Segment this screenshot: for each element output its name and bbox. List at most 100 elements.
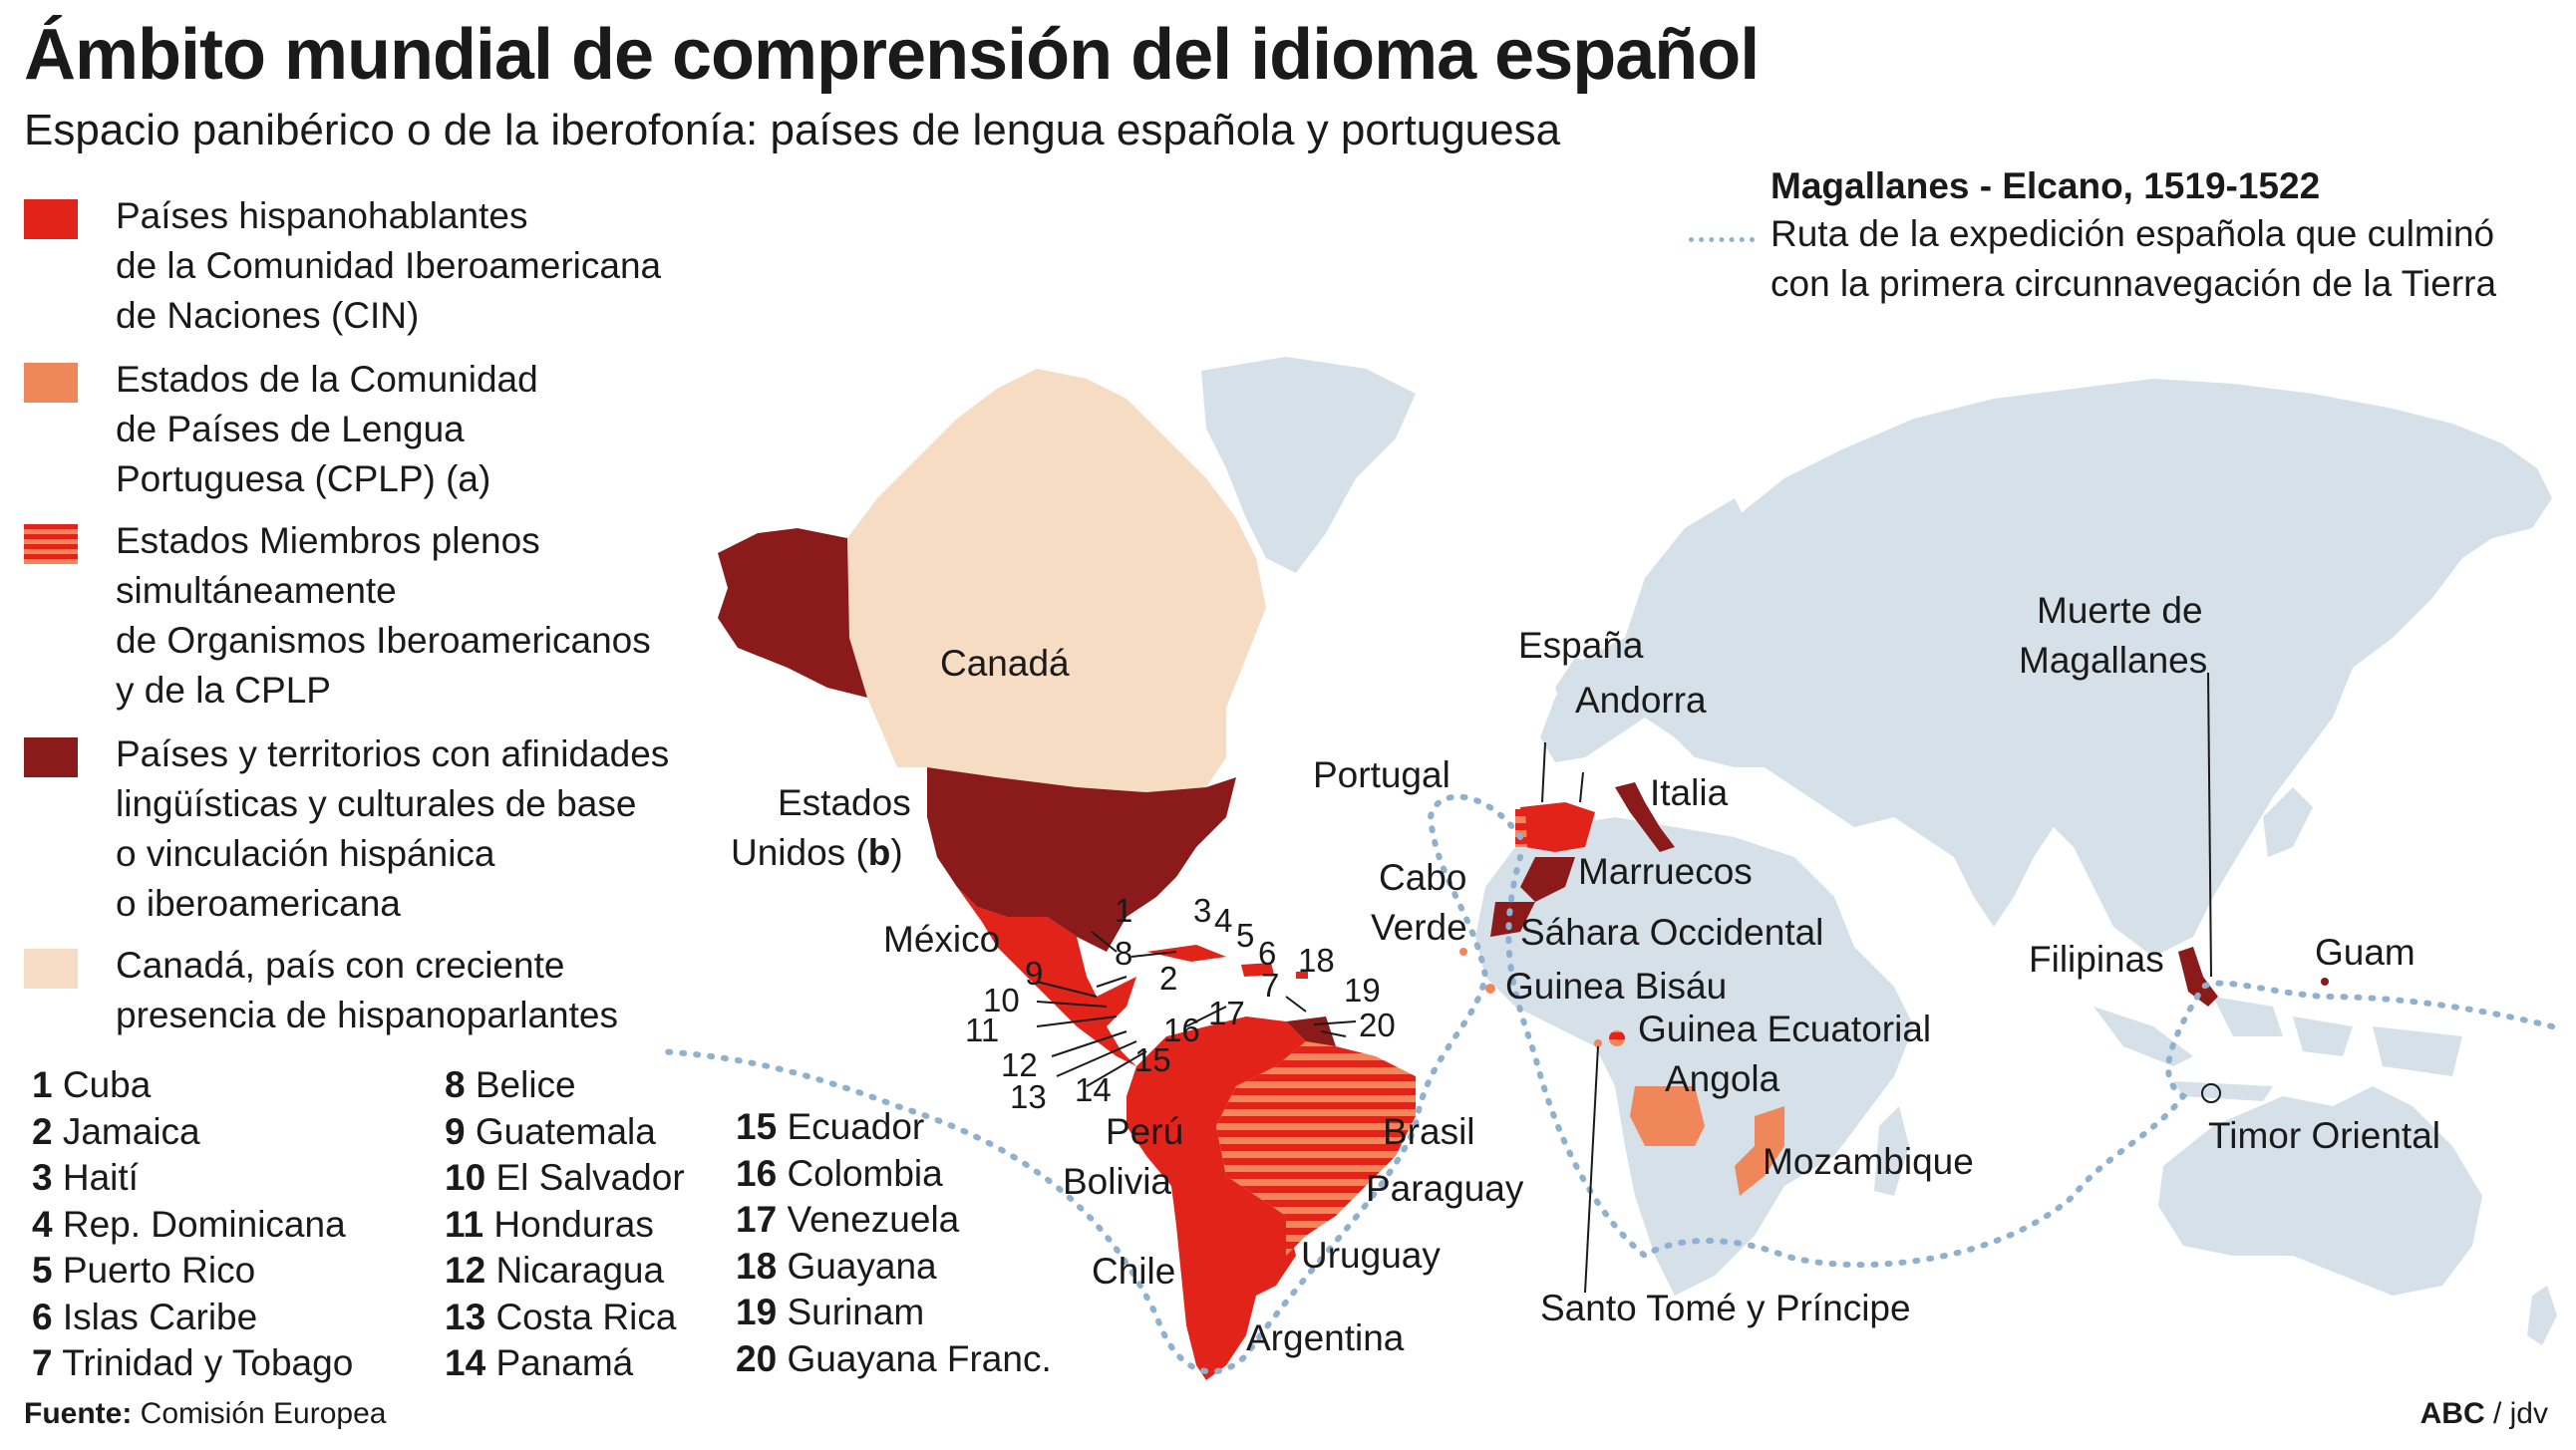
map-number-1: 1 bbox=[1115, 892, 1132, 929]
label-mozambique: Mozambique bbox=[1763, 1141, 1974, 1182]
philippines-region bbox=[2178, 947, 2218, 1007]
guinea-ecuatorial-mark bbox=[1609, 1030, 1625, 1046]
list-item: 10 El Salvador bbox=[445, 1157, 685, 1198]
country-labels: Canadá Estados Unidos (b) México Perú Bo… bbox=[731, 590, 2440, 1358]
japan-land bbox=[2263, 787, 2313, 857]
map-number-2: 2 bbox=[1159, 960, 1177, 997]
numbered-list-col-1: 1 Cuba 2 Jamaica 3 Haití 4 Rep. Dominica… bbox=[32, 1062, 353, 1387]
route-title: Magallanes - Elcano, 1519-1522 bbox=[1771, 165, 2321, 206]
label-muerte-2: Magallanes bbox=[2019, 640, 2207, 681]
label-espana: España bbox=[1518, 625, 1644, 666]
legend-item-afinidad: Países y territorios con afinidades ling… bbox=[24, 729, 702, 941]
indonesia-land bbox=[2093, 997, 2462, 1101]
label-cabo-verde-2: Verde bbox=[1371, 907, 1467, 948]
list-item: 9 Guatemala bbox=[445, 1110, 656, 1152]
iberia-region bbox=[1520, 802, 1595, 852]
label-guinea-ecuatorial: Guinea Ecuatorial bbox=[1638, 1009, 1931, 1049]
map-number-10: 10 bbox=[983, 982, 1020, 1018]
route-legend: Magallanes - Elcano, 1519-1522 Ruta de l… bbox=[1675, 163, 2496, 309]
list-item: 8 Belice bbox=[445, 1064, 576, 1105]
map-number-3: 3 bbox=[1193, 892, 1211, 929]
brazil-region bbox=[1216, 1041, 1416, 1256]
list-item: 17 Venezuela bbox=[736, 1199, 960, 1240]
label-andorra: Andorra bbox=[1575, 680, 1707, 721]
route-legend-line bbox=[1689, 237, 1755, 242]
list-item: 7 Trinidad y Tobago bbox=[32, 1342, 354, 1383]
label-canada: Canadá bbox=[940, 643, 1070, 684]
map-number-19: 19 bbox=[1344, 972, 1381, 1009]
legend-swatch-afinidad bbox=[24, 737, 78, 777]
list-item: 16 Colombia bbox=[736, 1152, 943, 1194]
label-eeuu-1: Estados bbox=[778, 782, 911, 823]
legend-item-cplp: Estados de la Comunidad de Países de Len… bbox=[24, 355, 702, 516]
map-number-5: 5 bbox=[1236, 917, 1254, 954]
list-item: 5 Puerto Rico bbox=[32, 1250, 256, 1291]
mozambique-region bbox=[1735, 1106, 1784, 1196]
numbered-list-col-2: 8 Belice 9 Guatemala 10 El Salvador 11 H… bbox=[445, 1062, 685, 1387]
map-number-13: 13 bbox=[1010, 1078, 1047, 1115]
usa-region bbox=[927, 767, 1236, 952]
cabo-verde-mark bbox=[1459, 948, 1467, 956]
numbered-list-col-3: 15 Ecuador 16 Colombia 17 Venezuela 18 G… bbox=[736, 1104, 1052, 1382]
map-number-6: 6 bbox=[1258, 935, 1276, 972]
map-number-9: 9 bbox=[1025, 955, 1043, 992]
map-number-14: 14 bbox=[1075, 1071, 1112, 1108]
map-number-16: 16 bbox=[1163, 1012, 1200, 1048]
map-number-4: 4 bbox=[1214, 902, 1232, 939]
timor-mark bbox=[2201, 1083, 2221, 1103]
credit: ABC / jdv bbox=[2419, 1397, 2548, 1430]
label-marruecos: Marruecos bbox=[1578, 851, 1753, 892]
legend-label-cplp: Estados de la Comunidad de Países de Len… bbox=[116, 359, 538, 499]
legend-item-both: Estados Miembros plenos simultáneamente … bbox=[24, 516, 702, 729]
australia-land bbox=[2158, 1086, 2482, 1296]
sahara-region bbox=[1490, 902, 1535, 937]
label-paraguay: Paraguay bbox=[1366, 1168, 1524, 1209]
guinea-bisau-mark bbox=[1485, 984, 1495, 994]
list-item: 1 Cuba bbox=[32, 1064, 152, 1105]
legend-label-canada: Canadá, país con creciente presencia de … bbox=[116, 945, 618, 1035]
legend-swatch-both bbox=[24, 524, 78, 564]
list-item: 2 Jamaica bbox=[32, 1110, 200, 1152]
eurasia-land bbox=[1540, 379, 2552, 957]
legend-label-cin: Países hispanohablantes de la Comunidad … bbox=[116, 195, 662, 336]
label-cabo-verde-1: Cabo bbox=[1379, 857, 1466, 898]
label-argentina: Argentina bbox=[1246, 1317, 1405, 1358]
italy-region bbox=[1615, 782, 1675, 852]
canada-region bbox=[847, 369, 1266, 792]
scandinavia-land bbox=[1625, 498, 1755, 648]
legend-item-canada: Canadá, país con creciente presencia de … bbox=[24, 941, 702, 1050]
label-mexico: México bbox=[883, 919, 1000, 960]
alaska-region bbox=[718, 528, 867, 698]
magellan-route bbox=[655, 793, 2555, 1375]
label-filipinas: Filipinas bbox=[2029, 939, 2164, 980]
list-item: 4 Rep. Dominicana bbox=[32, 1203, 346, 1245]
list-item: 6 Islas Caribe bbox=[32, 1296, 258, 1337]
route-description: Ruta de la expedición española que culmi… bbox=[1771, 213, 2497, 304]
label-santo-tome: Santo Tomé y Príncipe bbox=[1540, 1288, 1911, 1328]
map-number-18: 18 bbox=[1298, 942, 1335, 979]
label-timor: Timor Oriental bbox=[2208, 1115, 2440, 1156]
leader-lines bbox=[1036, 672, 2212, 1294]
list-item: 19 Surinam bbox=[736, 1292, 925, 1332]
label-peru: Perú bbox=[1106, 1111, 1183, 1152]
caribbean-islands bbox=[1146, 945, 1308, 979]
santo-tome-mark bbox=[1594, 1039, 1602, 1047]
map-number-8: 8 bbox=[1115, 935, 1132, 972]
label-guinea-bisau: Guinea Bisáu bbox=[1505, 966, 1727, 1007]
map-number-7: 7 bbox=[1261, 967, 1279, 1004]
angola-region bbox=[1630, 1086, 1705, 1146]
guam-mark bbox=[2321, 978, 2329, 986]
legend-swatch-canada bbox=[24, 949, 78, 989]
legend-label-both: Estados Miembros plenos simultáneamente … bbox=[116, 520, 651, 711]
label-uruguay: Uruguay bbox=[1301, 1235, 1441, 1276]
label-chile: Chile bbox=[1092, 1251, 1175, 1292]
list-item: 3 Haití bbox=[32, 1157, 139, 1198]
africa-land bbox=[1475, 817, 1914, 1296]
list-item: 13 Costa Rica bbox=[445, 1296, 677, 1337]
map-number-11: 11 bbox=[965, 1012, 999, 1048]
list-item: 11 Honduras bbox=[445, 1203, 654, 1245]
list-item: 12 Nicaragua bbox=[445, 1250, 665, 1291]
label-angola: Angola bbox=[1665, 1058, 1780, 1099]
south-america-region bbox=[1127, 1016, 1306, 1380]
